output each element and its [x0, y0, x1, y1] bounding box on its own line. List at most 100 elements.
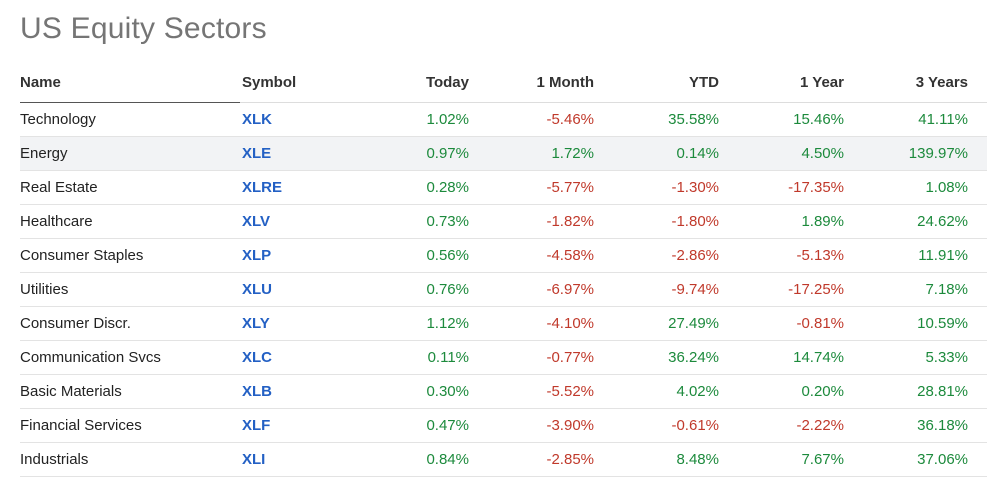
sector-name: Real Estate — [20, 179, 98, 196]
sector-table: Name Symbol Today 1 Month YTD 1 Year 3 Y… — [20, 62, 987, 477]
cell-3-years: 24.62% — [917, 213, 968, 230]
column-header-today[interactable]: Today — [425, 74, 469, 91]
cell-1-year: -17.35% — [788, 179, 844, 196]
symbol-link[interactable]: XLC — [242, 349, 272, 366]
cell-1-year: 4.50% — [801, 145, 844, 162]
cell-3-years: 7.18% — [925, 281, 968, 298]
symbol-cell: XLRE — [240, 179, 350, 196]
cell-today: 0.84% — [426, 451, 469, 468]
sector-name: Communication Svcs — [20, 349, 161, 366]
cell-1-month: -3.90% — [546, 417, 594, 434]
cell-today: 0.30% — [426, 383, 469, 400]
table-row[interactable]: Consumer Staples XLP 0.56% -4.58% -2.86% -5.1… — [20, 239, 987, 273]
sector-name: Financial Services — [20, 417, 142, 434]
symbol-cell: XLP — [240, 247, 350, 264]
table-row[interactable]: Industrials XLI 0.84% -2.85% 8.48% 7.67% 37.06… — [20, 443, 987, 477]
symbol-cell: XLB — [240, 383, 350, 400]
cell-1-year: -2.22% — [796, 417, 844, 434]
sector-name: Consumer Staples — [20, 247, 144, 264]
cell-1-year: 14.74% — [793, 349, 844, 366]
column-header-1-year[interactable]: 1 Year — [800, 74, 844, 91]
symbol-cell: XLI — [240, 451, 350, 468]
cell-today: 0.97% — [426, 145, 469, 162]
sector-name: Healthcare — [20, 213, 93, 230]
cell-today: 0.28% — [426, 179, 469, 196]
cell-1-month: -2.85% — [546, 451, 594, 468]
page-title: US Equity Sectors — [20, 12, 267, 45]
cell-1-month: -5.52% — [546, 383, 594, 400]
symbol-cell: XLV — [240, 213, 350, 230]
symbol-link[interactable]: XLU — [242, 281, 272, 298]
cell-ytd: -2.86% — [671, 247, 719, 264]
column-header-1-month[interactable]: 1 Month — [536, 74, 595, 91]
sector-name: Basic Materials — [20, 383, 122, 400]
cell-1-year: -5.13% — [796, 247, 844, 264]
cell-ytd: 27.49% — [668, 315, 719, 332]
cell-ytd: 36.24% — [668, 349, 719, 366]
sector-name: Utilities — [20, 281, 69, 298]
table-row[interactable]: Basic Materials XLB 0.30% -5.52% 4.02% 0.20% 2… — [20, 375, 987, 409]
table-row[interactable]: Healthcare XLV 0.73% -1.82% -1.80% 1.89% 24.62… — [20, 205, 987, 239]
cell-ytd: 35.58% — [668, 111, 719, 128]
symbol-link[interactable]: XLK — [242, 111, 272, 128]
cell-3-years: 1.08% — [925, 179, 968, 196]
symbol-link[interactable]: XLP — [242, 247, 272, 264]
column-header-3-years[interactable]: 3 Years — [915, 74, 968, 91]
cell-today: 0.76% — [426, 281, 469, 298]
cell-3-years: 41.11% — [918, 111, 968, 128]
table-row[interactable]: Real Estate XLRE 0.28% -5.77% -1.30% -17.35% 1… — [20, 171, 987, 205]
column-header-ytd[interactable]: YTD — [689, 74, 719, 91]
symbol-link[interactable]: XLRE — [242, 179, 283, 196]
sector-name: Consumer Discr. — [20, 315, 131, 332]
symbol-link[interactable]: XLE — [242, 145, 272, 162]
cell-today: 0.56% — [426, 247, 469, 264]
table-row[interactable]: Utilities XLU 0.76% -6.97% -9.74% -17.25% 7.18… — [20, 273, 987, 307]
column-header-name[interactable]: Name — [20, 62, 240, 103]
cell-today: 0.11% — [427, 349, 469, 366]
cell-1-month: -5.46% — [546, 111, 594, 128]
cell-3-years: 36.18% — [917, 417, 968, 434]
sector-name: Energy — [20, 145, 68, 162]
cell-1-year: 7.67% — [801, 451, 844, 468]
cell-ytd: -1.30% — [671, 179, 719, 196]
cell-1-year: -17.25% — [788, 281, 844, 298]
cell-ytd: -0.61% — [671, 417, 719, 434]
sector-name: Technology — [20, 111, 96, 128]
table-row[interactable]: Energy XLE 0.97% 1.72% 0.14% 4.50% 139.97% — [20, 137, 987, 171]
cell-ytd: -9.74% — [671, 281, 719, 298]
cell-ytd: 8.48% — [676, 451, 719, 468]
cell-today: 0.47% — [426, 417, 469, 434]
cell-1-year: -0.81% — [796, 315, 844, 332]
column-header-symbol[interactable]: Symbol — [242, 74, 297, 91]
table-row[interactable]: Consumer Discr. XLY 1.12% -4.10% 27.49% -0.81… — [20, 307, 987, 341]
cell-1-month: -1.82% — [546, 213, 594, 230]
table-row[interactable]: Technology XLK 1.02% -5.46% 35.58% 15.46% 41.1… — [20, 103, 987, 137]
cell-3-years: 11.91% — [918, 247, 968, 264]
symbol-cell: XLF — [240, 417, 350, 434]
symbol-cell: XLE — [240, 145, 350, 162]
table-row[interactable]: Financial Services XLF 0.47% -3.90% -0.61% -2… — [20, 409, 987, 443]
cell-1-year: 0.20% — [801, 383, 844, 400]
table-body: Technology XLK 1.02% -5.46% 35.58% 15.46% 41.1… — [20, 103, 987, 477]
cell-1-month: -4.58% — [546, 247, 594, 264]
symbol-cell: XLU — [240, 281, 350, 298]
table-row[interactable]: Communication Svcs XLC 0.11% -0.77% 36.24% 14… — [20, 341, 987, 375]
cell-3-years: 139.97% — [908, 145, 968, 162]
symbol-link[interactable]: XLI — [242, 451, 266, 468]
cell-today: 1.02% — [426, 111, 469, 128]
cell-3-years: 28.81% — [917, 383, 968, 400]
symbol-link[interactable]: XLY — [242, 315, 270, 332]
cell-3-years: 5.33% — [925, 349, 968, 366]
cell-ytd: 0.14% — [676, 145, 719, 162]
cell-ytd: 4.02% — [676, 383, 719, 400]
cell-1-month: -6.97% — [546, 281, 594, 298]
symbol-link[interactable]: XLB — [242, 383, 272, 400]
cell-1-month: 1.72% — [551, 145, 594, 162]
cell-1-month: -5.77% — [546, 179, 594, 196]
cell-1-month: -4.10% — [546, 315, 594, 332]
symbol-link[interactable]: XLF — [242, 417, 271, 434]
cell-1-month: -0.77% — [546, 349, 594, 366]
symbol-link[interactable]: XLV — [242, 213, 271, 230]
cell-3-years: 37.06% — [917, 451, 968, 468]
